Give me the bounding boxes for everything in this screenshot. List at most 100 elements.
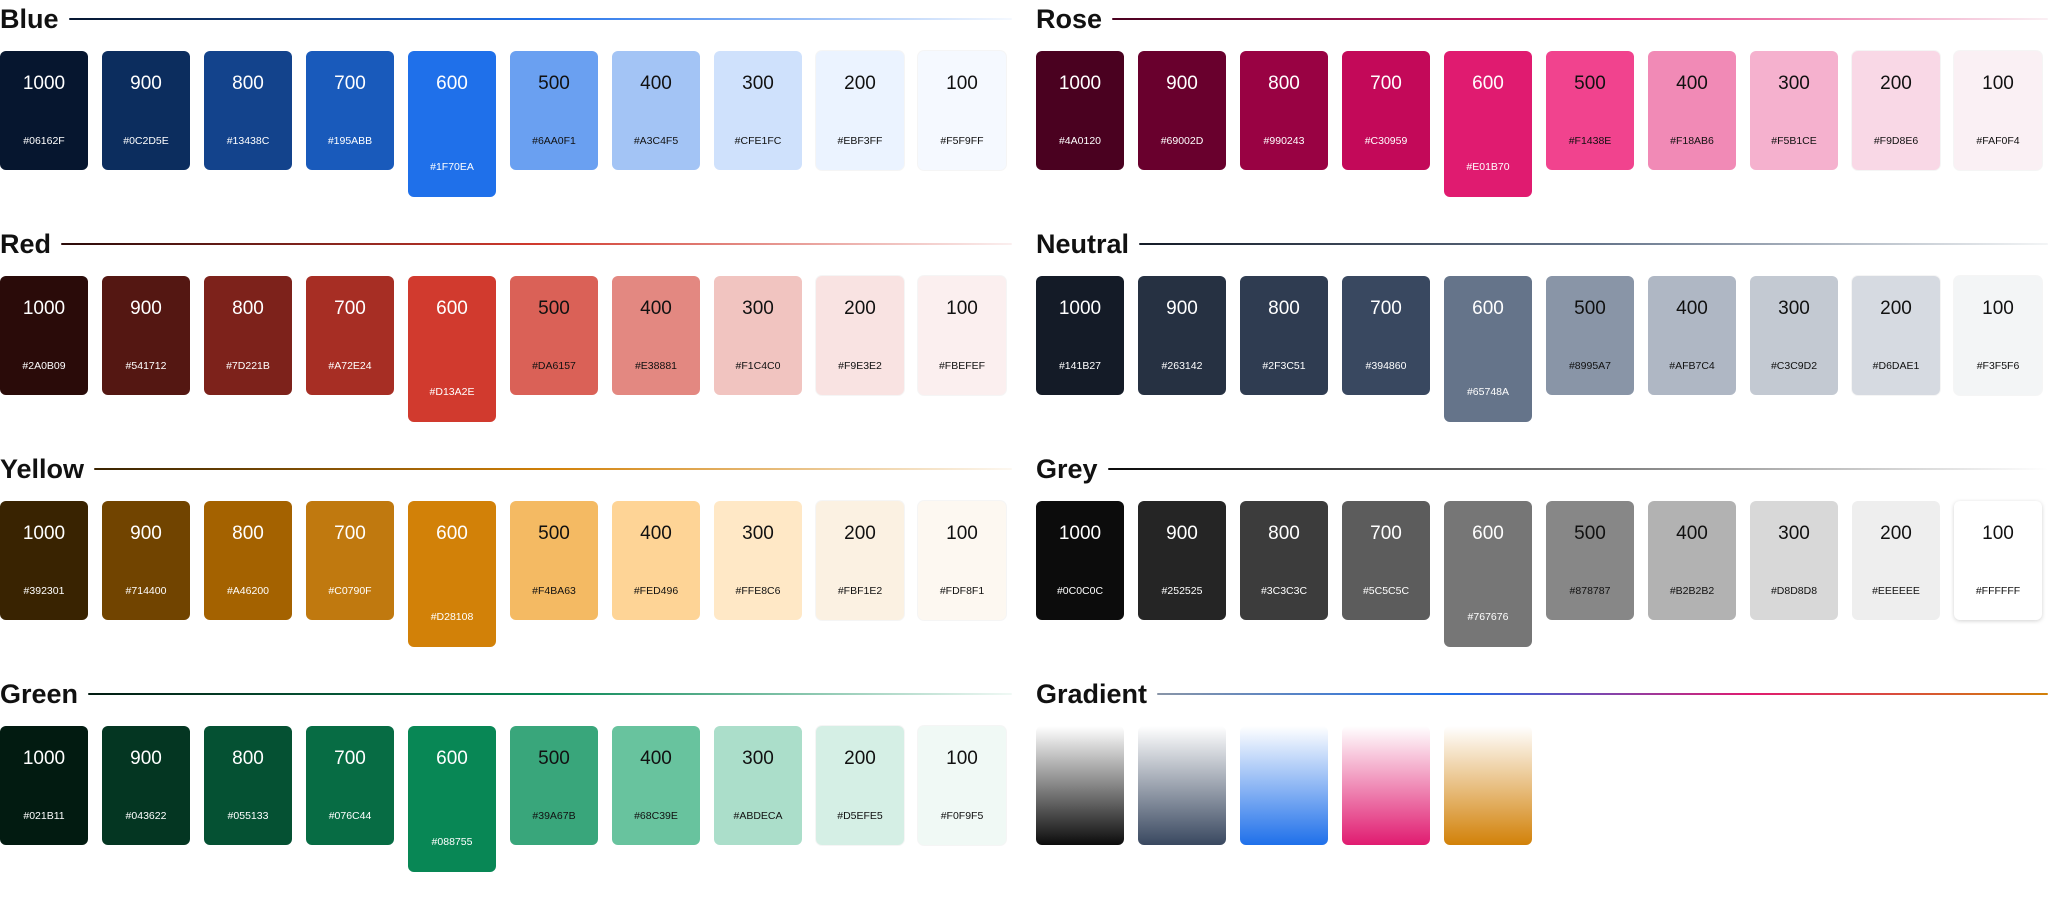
color-swatch-600[interactable]: 600 #D28108: [408, 501, 496, 647]
color-swatch-100[interactable]: 100 #F3F5F6: [1954, 276, 2042, 395]
hex-code: #767676: [1467, 611, 1509, 623]
color-swatch-100[interactable]: 100 #F0F9F5: [918, 726, 1006, 845]
color-swatch-900[interactable]: 900 #541712: [102, 276, 190, 395]
color-swatch-700[interactable]: 700 #076C44: [306, 726, 394, 845]
color-swatch-900[interactable]: 900 #043622: [102, 726, 190, 845]
color-swatch-700[interactable]: 700 #C0790F: [306, 501, 394, 620]
hex-code: #7D221B: [226, 360, 270, 372]
hex-code: #878787: [1569, 585, 1611, 597]
color-swatch-500[interactable]: 500 #6AA0F1: [510, 51, 598, 170]
color-swatch-400[interactable]: 400 #A3C4F5: [612, 51, 700, 170]
color-swatch-700[interactable]: 700 #5C5C5C: [1342, 501, 1430, 620]
color-swatch-500[interactable]: 500 #39A67B: [510, 726, 598, 845]
color-swatch-300[interactable]: 300 #F5B1CE: [1750, 51, 1838, 170]
color-swatch-300[interactable]: 300 #C3C9D2: [1750, 276, 1838, 395]
color-swatch-600[interactable]: 600 #D13A2E: [408, 276, 496, 422]
color-swatch-700[interactable]: 700 #394860: [1342, 276, 1430, 395]
color-swatch-200[interactable]: 200 #EBF3FF: [816, 51, 904, 170]
hex-code: #714400: [125, 585, 167, 597]
color-swatch-800[interactable]: 800 #055133: [204, 726, 292, 845]
color-swatch-400[interactable]: 400 #FED496: [612, 501, 700, 620]
color-swatch-500[interactable]: 500 #F1438E: [1546, 51, 1634, 170]
color-swatch-600[interactable]: 600 #1F70EA: [408, 51, 496, 197]
color-swatch-100[interactable]: 100 #F5F9FF: [918, 51, 1006, 170]
color-swatch-400[interactable]: 400 #68C39E: [612, 726, 700, 845]
gradient-swatch-5[interactable]: [1444, 726, 1532, 845]
color-swatch-900[interactable]: 900 #263142: [1138, 276, 1226, 395]
color-swatch-100[interactable]: 100 #FAF0F4: [1954, 51, 2042, 170]
color-swatch-600[interactable]: 600 #65748A: [1444, 276, 1532, 422]
hex-code: #A3C4F5: [633, 135, 679, 147]
hex-code: #F1C4C0: [735, 360, 781, 372]
gradient-swatch-2[interactable]: [1138, 726, 1226, 845]
shade-label: 1000: [1058, 73, 1102, 94]
shade-label: 500: [1574, 523, 1606, 544]
hex-code: #FFE8C6: [735, 585, 781, 597]
gradient-swatch-4[interactable]: [1342, 726, 1430, 845]
palette-title: Gradient: [1036, 678, 1148, 709]
hex-code: #B2B2B2: [1669, 585, 1715, 597]
color-swatch-900[interactable]: 900 #0C2D5E: [102, 51, 190, 170]
color-swatch-300[interactable]: 300 #ABDECA: [714, 726, 802, 845]
palette-title: Rose: [1036, 3, 1103, 34]
color-swatch-200[interactable]: 200 #F9D8E6: [1852, 51, 1940, 170]
color-swatch-1000[interactable]: 1000 #2A0B09: [0, 276, 88, 395]
palette-blue: Blue 1000 #06162F 900 #0C2D5E 800 #13438C 700 #1…: [0, 0, 1012, 225]
color-swatch-600[interactable]: 600 #088755: [408, 726, 496, 872]
color-swatch-700[interactable]: 700 #195ABB: [306, 51, 394, 170]
gradient-swatch-3[interactable]: [1240, 726, 1328, 845]
color-swatch-200[interactable]: 200 #FBF1E2: [816, 501, 904, 620]
palette-red: Red 1000 #2A0B09 900 #541712 800 #7D221B 700 #A7…: [0, 225, 1012, 450]
color-swatch-500[interactable]: 500 #8995A7: [1546, 276, 1634, 395]
color-swatch-400[interactable]: 400 #AFB7C4: [1648, 276, 1736, 395]
color-swatch-1000[interactable]: 1000 #0C0C0C: [1036, 501, 1124, 620]
color-swatch-300[interactable]: 300 #F1C4C0: [714, 276, 802, 395]
shade-label: 400: [1676, 73, 1708, 94]
color-swatch-400[interactable]: 400 #F18AB6: [1648, 51, 1736, 170]
swatch-row: 1000 #0C0C0C 900 #252525 800 #3C3C3C 700 #5C5C5…: [1036, 501, 2042, 647]
color-swatch-900[interactable]: 900 #69002D: [1138, 51, 1226, 170]
hex-code: #F9E3E2: [838, 360, 882, 372]
color-swatch-1000[interactable]: 1000 #06162F: [0, 51, 88, 170]
color-swatch-800[interactable]: 800 #7D221B: [204, 276, 292, 395]
color-swatch-900[interactable]: 900 #252525: [1138, 501, 1226, 620]
color-swatch-600[interactable]: 600 #767676: [1444, 501, 1532, 647]
color-swatch-1000[interactable]: 1000 #392301: [0, 501, 88, 620]
color-swatch-300[interactable]: 300 #CFE1FC: [714, 51, 802, 170]
shade-label: 700: [334, 73, 366, 94]
color-swatch-300[interactable]: 300 #FFE8C6: [714, 501, 802, 620]
color-swatch-1000[interactable]: 1000 #021B11: [0, 726, 88, 845]
color-swatch-500[interactable]: 500 #878787: [1546, 501, 1634, 620]
color-swatch-200[interactable]: 200 #F9E3E2: [816, 276, 904, 395]
color-swatch-800[interactable]: 800 #990243: [1240, 51, 1328, 170]
hex-code: #D6DAE1: [1872, 360, 1920, 372]
hex-code: #39A67B: [532, 810, 576, 822]
color-swatch-800[interactable]: 800 #13438C: [204, 51, 292, 170]
color-swatch-900[interactable]: 900 #714400: [102, 501, 190, 620]
color-swatch-100[interactable]: 100 #FDF8F1: [918, 501, 1006, 620]
color-swatch-500[interactable]: 500 #F4BA63: [510, 501, 598, 620]
shade-label: 400: [640, 298, 672, 319]
color-swatch-600[interactable]: 600 #E01B70: [1444, 51, 1532, 197]
color-swatch-100[interactable]: 100 #FBEFEF: [918, 276, 1006, 395]
color-swatch-300[interactable]: 300 #D8D8D8: [1750, 501, 1838, 620]
color-swatch-700[interactable]: 700 #C30959: [1342, 51, 1430, 170]
color-swatch-800[interactable]: 800 #2F3C51: [1240, 276, 1328, 395]
shade-label: 800: [1268, 298, 1300, 319]
color-swatch-800[interactable]: 800 #A46200: [204, 501, 292, 620]
color-swatch-100[interactable]: 100 #FFFFFF: [1954, 501, 2042, 620]
color-swatch-500[interactable]: 500 #DA6157: [510, 276, 598, 395]
color-swatch-400[interactable]: 400 #B2B2B2: [1648, 501, 1736, 620]
color-swatch-1000[interactable]: 1000 #4A0120: [1036, 51, 1124, 170]
color-swatch-400[interactable]: 400 #E38881: [612, 276, 700, 395]
color-swatch-200[interactable]: 200 #D5EFE5: [816, 726, 904, 845]
color-swatch-800[interactable]: 800 #3C3C3C: [1240, 501, 1328, 620]
hex-code: #C0790F: [328, 585, 372, 597]
color-swatch-700[interactable]: 700 #A72E24: [306, 276, 394, 395]
color-swatch-200[interactable]: 200 #D6DAE1: [1852, 276, 1940, 395]
color-swatch-200[interactable]: 200 #EEEEEE: [1852, 501, 1940, 620]
color-swatch-1000[interactable]: 1000 #141B27: [1036, 276, 1124, 395]
gradient-swatch-1[interactable]: [1036, 726, 1124, 845]
palette-divider-line: [1112, 18, 2048, 20]
swatch-row: 1000 #392301 900 #714400 800 #A46200 700 #C0790…: [0, 501, 1006, 647]
